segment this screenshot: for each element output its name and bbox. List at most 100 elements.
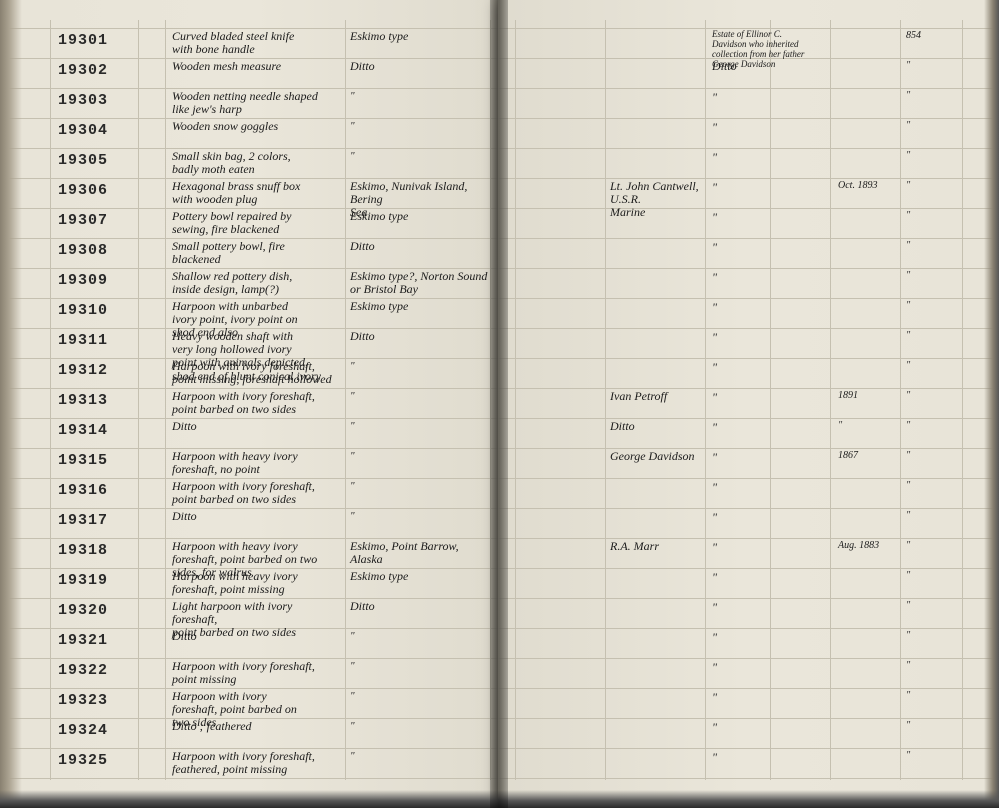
item-accession: 854: [906, 30, 921, 41]
item-donor: ": [712, 600, 827, 615]
item-donor: ": [712, 690, 827, 705]
catalog-number: 19319: [58, 572, 108, 589]
item-collector: George Davidson: [610, 450, 705, 463]
rule-line: [0, 778, 498, 779]
item-donor: ": [712, 330, 827, 345]
item-description: Shallow red pottery dish,inside design, …: [172, 270, 337, 296]
item-donor: ": [712, 630, 827, 645]
rule-line: [498, 178, 999, 179]
catalog-number: 19303: [58, 92, 108, 109]
item-collector: R.A. Marr: [610, 540, 705, 553]
catalog-number: 19302: [58, 62, 108, 79]
item-description: Pottery bowl repaired bysewing, fire bla…: [172, 210, 337, 236]
item-accession: ": [906, 540, 910, 551]
rule-line: [498, 118, 999, 119]
rule-line: [498, 88, 999, 89]
item-locality: Eskimo type: [350, 30, 490, 43]
item-locality: Ditto: [350, 600, 490, 613]
item-description: Hexagonal brass snuff boxwith wooden plu…: [172, 180, 337, 206]
item-description: Harpoon with heavy ivoryforeshaft, point…: [172, 570, 337, 596]
item-collector: Ivan Petroff: [610, 390, 705, 403]
page-edge-right: [984, 0, 999, 808]
catalog-number: 19307: [58, 212, 108, 229]
item-locality: ": [350, 480, 490, 492]
item-locality: ": [350, 660, 490, 672]
left-page: 19301Curved bladed steel knifewith bone …: [0, 0, 498, 808]
item-date: 1891: [838, 390, 858, 401]
catalog-number: 19325: [58, 752, 108, 769]
item-donor: ": [712, 210, 827, 225]
rule-line: [498, 148, 999, 149]
item-donor: ": [712, 270, 827, 285]
catalog-number: 19312: [58, 362, 108, 379]
item-donor: ": [712, 540, 827, 555]
item-description: Curved bladed steel knifewith bone handl…: [172, 30, 337, 56]
item-locality: Eskimo type?, Norton Soundor Bristol Bay: [350, 270, 490, 296]
item-locality: Eskimo type: [350, 300, 490, 313]
rule-line: [498, 568, 999, 569]
item-accession: ": [906, 240, 910, 251]
catalog-number: 19310: [58, 302, 108, 319]
catalog-number: 19314: [58, 422, 108, 439]
item-donor: ": [712, 480, 827, 495]
catalog-number: 19323: [58, 692, 108, 709]
item-description: Harpoon with ivory foreshaft,point barbe…: [172, 390, 337, 416]
item-accession: ": [906, 720, 910, 731]
column-line: [50, 20, 51, 780]
rule-line: [498, 328, 999, 329]
item-accession: ": [906, 210, 910, 221]
item-locality: ": [350, 390, 490, 402]
catalog-number: 19313: [58, 392, 108, 409]
item-accession: ": [906, 300, 910, 311]
item-locality: Eskimo type: [350, 210, 490, 223]
right-page: Estate of Ellinor C.Davidson who inherit…: [498, 0, 999, 808]
item-accession: ": [906, 150, 910, 161]
page-edge-left: [0, 0, 22, 808]
item-date: Aug. 1883: [838, 540, 879, 551]
book-spine: [490, 0, 508, 808]
rule-line: [498, 298, 999, 299]
rule-line: [498, 688, 999, 689]
item-locality: Eskimo, Point Barrow, Alaska: [350, 540, 490, 566]
column-line: [345, 20, 346, 780]
item-donor: Ditto: [712, 60, 827, 73]
catalog-number: 19320: [58, 602, 108, 619]
rule-line: [498, 658, 999, 659]
item-donor: ": [712, 450, 827, 465]
item-locality: ": [350, 750, 490, 762]
item-accession: ": [906, 90, 910, 101]
column-line: [605, 20, 606, 780]
column-line: [900, 20, 901, 780]
item-donor: ": [712, 390, 827, 405]
rule-line: [498, 388, 999, 389]
item-date: 1867: [838, 450, 858, 461]
item-locality: Ditto: [350, 240, 490, 253]
item-description: Ditto: [172, 510, 337, 523]
item-locality: ": [350, 150, 490, 162]
item-collector: Ditto: [610, 420, 705, 433]
item-accession: ": [906, 420, 910, 431]
item-donor: ": [712, 240, 827, 255]
rule-line: [498, 358, 999, 359]
item-accession: ": [906, 450, 910, 461]
item-donor: ": [712, 360, 827, 375]
column-line: [830, 20, 831, 780]
rule-line: [498, 718, 999, 719]
item-locality: ": [350, 450, 490, 462]
item-accession: ": [906, 600, 910, 611]
item-accession: ": [906, 510, 910, 521]
catalog-number: 19309: [58, 272, 108, 289]
item-accession: ": [906, 570, 910, 581]
item-accession: ": [906, 270, 910, 281]
catalog-number: 19315: [58, 452, 108, 469]
item-description: Ditto ; feathered: [172, 720, 337, 733]
item-locality: ": [350, 360, 490, 372]
item-locality: Eskimo type: [350, 570, 490, 583]
column-line: [515, 20, 516, 780]
item-locality: ": [350, 420, 490, 432]
item-donor: ": [712, 750, 827, 765]
item-donor: ": [712, 90, 827, 105]
rule-line: [498, 418, 999, 419]
item-donor: ": [712, 120, 827, 135]
item-donor: ": [712, 300, 827, 315]
